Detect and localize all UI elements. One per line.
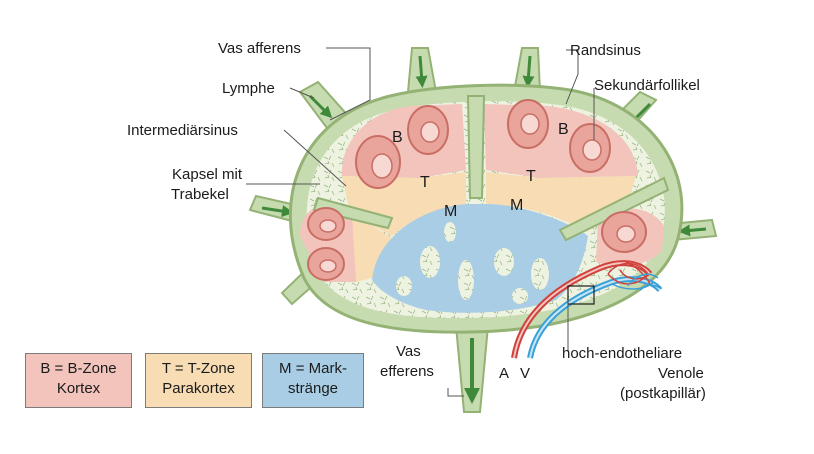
label-vas-efferens-line1: Vas [396, 343, 421, 360]
trabeculae [312, 95, 670, 242]
legend-b-zone-line2: Kortex [56, 380, 101, 397]
label-vein: V [520, 365, 530, 382]
zone-m-left: M [444, 203, 457, 220]
label-hev-line2: Venole [658, 365, 704, 382]
legend-t-zone: T = T-Zone Parakortex [145, 353, 252, 408]
label-kapsel-line1: Kapsel mit [172, 166, 243, 183]
medulla-sinus-spots [396, 222, 549, 304]
zone-b-right: B [558, 121, 569, 138]
blood-vessels [511, 260, 663, 359]
label-vas-afferens: Vas afferens [218, 40, 301, 57]
legend-t-zone-line1: T = T-Zone [161, 360, 236, 377]
label-lymphe: Lymphe [222, 80, 275, 97]
label-sekundaerfollikel: Sekundärfollikel [594, 77, 700, 94]
legend-b-zone: B = B-Zone Kortex [25, 353, 132, 408]
label-randsinus: Randsinus [570, 42, 641, 59]
label-hev-line1: hoch-endotheliare [562, 345, 682, 362]
label-intermediaersinus: Intermediärsinus [127, 122, 238, 139]
label-kapsel-line2: Trabekel [171, 186, 229, 203]
zone-t-right: T [526, 168, 536, 185]
label-hev-line3: (postkapillär) [620, 385, 706, 402]
legend-m-zone: M = Mark- stränge [262, 353, 364, 408]
label-vas-efferens-line2: efferens [380, 363, 434, 380]
secondary-follicles [307, 99, 647, 281]
zone-b-left: B [392, 129, 403, 146]
leader-lines [246, 47, 595, 397]
hev-highlight-box [567, 285, 595, 305]
legend-b-zone-line1: B = B-Zone [40, 360, 117, 377]
legend-m-zone-line2: stränge [287, 380, 339, 397]
legend-m-zone-line1: M = Mark- [279, 360, 347, 377]
zone-t-left: T [420, 174, 430, 191]
afferent-arrows [261, 55, 707, 237]
legend-t-zone-line2: Parakortex [162, 380, 235, 397]
zone-m-right: M [510, 197, 523, 214]
germinal-centers [319, 113, 636, 273]
label-artery: A [499, 365, 509, 382]
